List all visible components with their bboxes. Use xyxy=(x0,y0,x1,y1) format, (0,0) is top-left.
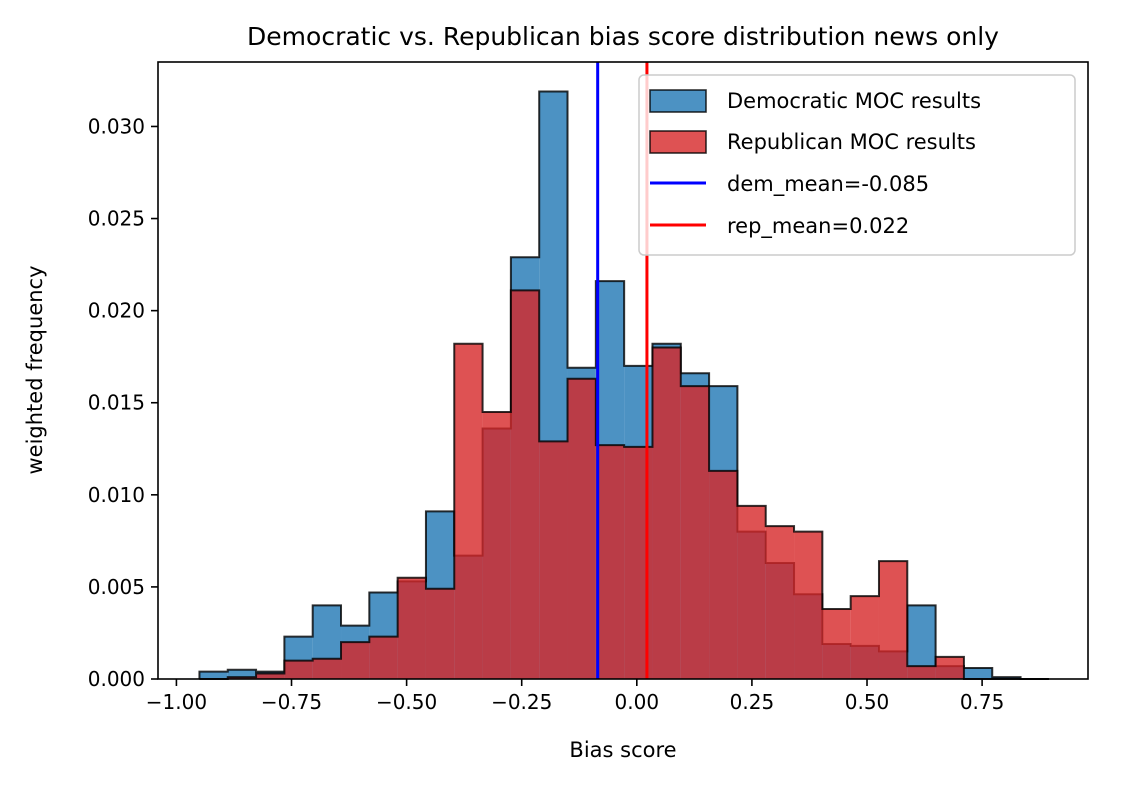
bars-layer xyxy=(198,90,1049,680)
histogram-bar xyxy=(765,526,795,679)
histogram-bar xyxy=(454,343,483,679)
legend-label-republican: Republican MOC results xyxy=(727,130,976,154)
histogram-bar xyxy=(369,636,398,679)
x-tick-label: −0.50 xyxy=(376,690,437,714)
histogram-bar xyxy=(510,290,540,679)
histogram-bar xyxy=(850,596,879,679)
histogram-bar xyxy=(284,660,313,679)
histogram-bar xyxy=(397,577,426,679)
histogram-bar xyxy=(878,561,908,679)
histogram-bar xyxy=(595,445,625,679)
histogram-bar xyxy=(482,411,511,679)
y-tick-label: 0.015 xyxy=(88,391,145,415)
histogram-outline xyxy=(199,289,1049,680)
histogram-bar xyxy=(425,588,455,679)
histogram-bar xyxy=(822,609,851,679)
legend-frame xyxy=(638,74,1076,256)
y-axis: 0.000 0.005 0.010 0.015 0.020 0.025 0.030 xyxy=(88,114,158,691)
histogram-bar xyxy=(907,666,936,679)
y-tick-label: 0.025 xyxy=(88,207,145,231)
legend-swatch-republican xyxy=(649,130,707,154)
series-republican xyxy=(199,289,1049,680)
legend-label-rep-mean: rep_mean=0.022 xyxy=(727,214,909,239)
histogram-bar xyxy=(737,505,766,679)
x-axis-label: Bias score xyxy=(569,738,676,762)
x-tick-label: 0.00 xyxy=(615,690,660,714)
histogram-bar xyxy=(963,667,993,679)
x-tick-label: 0.75 xyxy=(960,690,1005,714)
chart-title: Democratic vs. Republican bias score dis… xyxy=(247,22,999,51)
y-tick-label: 0.020 xyxy=(88,299,145,323)
plot-frame xyxy=(157,61,1089,680)
histogram-bar xyxy=(567,378,596,679)
histogram-bar xyxy=(652,347,681,679)
histogram-bar xyxy=(256,673,285,679)
legend-swatch-democratic xyxy=(649,89,707,113)
histogram-bar xyxy=(199,671,228,679)
legend-label-democratic: Democratic MOC results xyxy=(727,89,981,113)
y-axis-label: weighted frequency xyxy=(23,265,47,474)
x-axis: −1.00 −0.75 −0.50 −0.25 0.00 0.25 0.50 0.75 xyxy=(146,679,1005,714)
x-tick-label: 0.50 xyxy=(845,690,890,714)
y-tick-label: 0.005 xyxy=(88,575,145,599)
histogram-bar xyxy=(794,531,823,679)
histogram-bar xyxy=(709,470,738,679)
histogram-bar xyxy=(341,642,370,679)
x-tick-label: −1.00 xyxy=(146,690,207,714)
y-tick-label: 0.030 xyxy=(88,114,145,138)
histogram-bar xyxy=(935,656,964,679)
legend-label-dem-mean: dem_mean=-0.085 xyxy=(727,172,929,197)
x-tick-label: −0.25 xyxy=(491,690,552,714)
legend: Democratic MOC results Republican MOC re… xyxy=(638,74,1076,256)
y-tick-label: 0.010 xyxy=(88,483,145,507)
histogram-bar xyxy=(312,658,341,679)
histogram-bar xyxy=(539,441,568,679)
x-tick-label: 0.25 xyxy=(730,690,775,714)
y-tick-label: 0.000 xyxy=(88,667,145,691)
histogram-bar xyxy=(227,669,257,679)
x-tick-label: −0.75 xyxy=(261,690,322,714)
histogram-bar xyxy=(680,386,710,679)
